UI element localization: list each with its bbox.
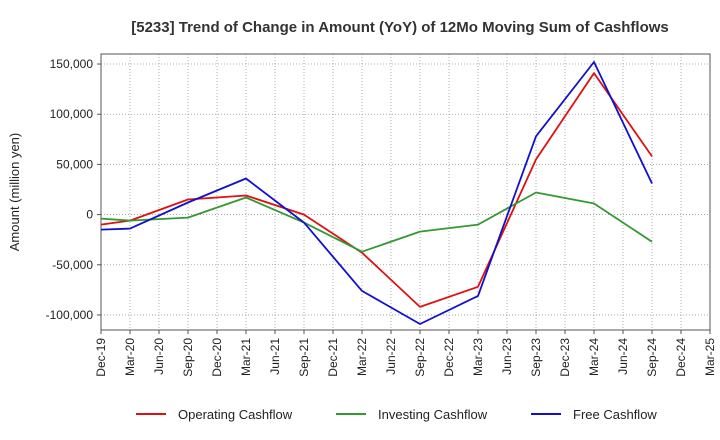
y-axis-label: Amount (million yen) <box>7 133 22 252</box>
x-tick-label: Sep-23 <box>529 338 543 377</box>
x-tick-label: Mar-21 <box>239 338 253 376</box>
x-tick-label: Dec-19 <box>94 338 108 377</box>
y-tick-label: 0 <box>86 208 93 222</box>
x-tick-label: Mar-22 <box>355 338 369 376</box>
x-tick-label: Sep-22 <box>413 338 427 377</box>
series-line-free-cashflow <box>100 61 653 325</box>
x-tick-label: Jun-22 <box>384 338 398 375</box>
y-tick-label: -50,000 <box>52 258 93 272</box>
x-tick-label: Dec-24 <box>674 338 688 377</box>
x-tick-label: Jun-24 <box>616 338 630 375</box>
x-tick-label: Mar-25 <box>703 338 717 376</box>
legend-item: Investing Cashflow <box>336 407 488 422</box>
grid <box>100 54 711 330</box>
x-tick-label: Jun-21 <box>268 338 282 375</box>
x-tick-label: Sep-24 <box>645 338 659 377</box>
x-tick-label: Mar-23 <box>471 338 485 376</box>
series-lines <box>100 61 653 325</box>
legend-label: Investing Cashflow <box>378 407 488 422</box>
legend-item: Operating Cashflow <box>136 407 293 422</box>
x-tick-label: Jun-23 <box>500 338 514 375</box>
plot-area <box>100 53 711 331</box>
x-tick-label: Dec-22 <box>442 338 456 377</box>
legend-item: Free Cashflow <box>531 407 657 422</box>
x-tick-label: Dec-21 <box>326 338 340 377</box>
x-tick-label: Dec-20 <box>210 338 224 377</box>
y-axis-ticks: 150,000 100,000 50,000 0 -50,000 -100,000 <box>46 57 101 322</box>
x-tick-label: Sep-20 <box>181 338 195 377</box>
y-tick-label: 150,000 <box>50 57 94 71</box>
x-tick-label: Sep-21 <box>297 338 311 377</box>
series-line-operating-cashflow <box>100 72 653 308</box>
y-tick-label: -100,000 <box>46 308 94 322</box>
x-tick-label: Mar-24 <box>587 338 601 376</box>
series-line-investing-cashflow <box>100 191 653 253</box>
x-axis-ticks: Dec-19 Mar-20 Jun-20 Sep-20 Dec-20 Mar-21 Jun-… <box>94 330 717 377</box>
x-tick-label: Dec-23 <box>558 338 572 377</box>
x-tick-label: Mar-20 <box>123 338 137 376</box>
y-tick-label: 50,000 <box>56 157 93 171</box>
chart-title: [5233] Trend of Change in Amount (YoY) o… <box>131 19 669 36</box>
legend: Operating Cashflow Investing Cashflow Free… <box>136 407 657 422</box>
legend-label: Free Cashflow <box>573 407 657 422</box>
y-tick-label: 100,000 <box>50 107 94 121</box>
x-tick-label: Jun-20 <box>152 338 166 375</box>
legend-label: Operating Cashflow <box>178 407 293 422</box>
